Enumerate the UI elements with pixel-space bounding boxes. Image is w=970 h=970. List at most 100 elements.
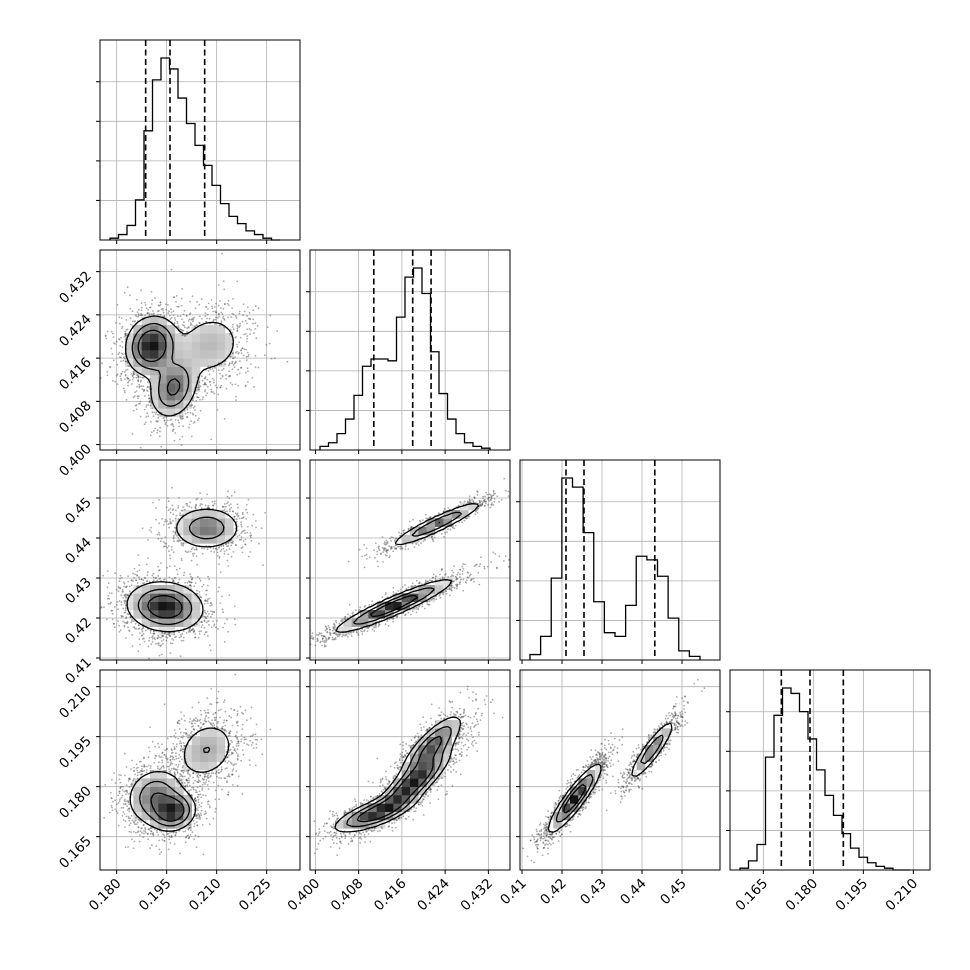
density-cell xyxy=(418,526,427,536)
density-cell xyxy=(141,325,151,334)
hist-panel-3 xyxy=(729,669,931,871)
density-cell xyxy=(150,770,159,779)
density-cell xyxy=(351,618,361,627)
density-cell xyxy=(141,786,151,796)
density-cell xyxy=(200,325,209,334)
density-cell xyxy=(653,736,662,746)
density-cell xyxy=(225,526,234,536)
density-cell xyxy=(183,510,192,519)
density-cell xyxy=(150,795,159,804)
contour-4-0 xyxy=(334,716,462,833)
density-cell xyxy=(141,601,151,611)
density-cell xyxy=(208,753,217,762)
density-cell xyxy=(351,811,361,821)
density-cell xyxy=(208,526,217,536)
hist-panel-2 xyxy=(519,459,721,661)
density-cell xyxy=(133,610,142,619)
density-cell xyxy=(158,400,167,409)
density-cell xyxy=(141,585,151,594)
density-cell xyxy=(183,610,192,619)
density-cell xyxy=(225,341,234,351)
ytick-label-1-2: 0.416 xyxy=(56,355,95,394)
density-cell xyxy=(426,753,436,762)
density-cell xyxy=(166,391,176,401)
density-cell xyxy=(141,593,151,602)
density-cell xyxy=(208,535,217,544)
contour-4-2 xyxy=(356,735,443,823)
density-cell xyxy=(150,375,159,384)
density-cell xyxy=(435,745,444,754)
density-cell xyxy=(166,408,176,417)
xtick-label-0-3: 0.225 xyxy=(236,876,275,915)
density-cell xyxy=(451,720,461,729)
density-cell xyxy=(158,601,167,611)
density-cell xyxy=(150,350,159,359)
scatter-panel-0-3 xyxy=(99,669,301,871)
density-cell xyxy=(393,786,402,796)
ytick-label-1-3: 0.424 xyxy=(56,311,95,350)
contour-1-0 xyxy=(126,508,238,633)
scatter-panel-0-2 xyxy=(99,459,301,661)
density-cell xyxy=(183,593,192,602)
density-cell xyxy=(418,593,427,602)
density-cell xyxy=(451,510,461,519)
density-cell xyxy=(225,518,234,527)
density-cell xyxy=(166,778,176,787)
density-cell xyxy=(133,778,142,787)
density-cell xyxy=(183,601,192,611)
density-cell xyxy=(150,391,159,401)
density-cell xyxy=(166,820,176,829)
density-cell xyxy=(393,803,402,812)
density-cell xyxy=(191,375,201,384)
ytick-label-3-2: 0.195 xyxy=(56,733,95,772)
density-cell xyxy=(376,601,386,611)
histogram-param-3 xyxy=(739,687,910,871)
density-cell xyxy=(133,593,142,602)
density-cell xyxy=(208,745,217,754)
density-cell xyxy=(401,761,411,771)
density-cell xyxy=(376,811,386,821)
density-cell xyxy=(150,333,159,342)
density-cell xyxy=(401,770,411,779)
density-cell xyxy=(150,803,159,812)
density-cell xyxy=(426,728,436,737)
density-cell xyxy=(401,535,411,544)
density-cell xyxy=(645,753,654,762)
density-cell xyxy=(175,375,184,384)
density-cell xyxy=(216,535,226,544)
density-cell xyxy=(410,585,419,594)
density-cell xyxy=(451,728,461,737)
density-cell xyxy=(191,366,201,376)
density-cell xyxy=(150,786,159,796)
density-cell xyxy=(125,593,134,602)
density-cell xyxy=(208,333,217,342)
density-cell xyxy=(166,585,176,594)
density-cell xyxy=(175,366,184,376)
density-cell xyxy=(141,366,151,376)
ytick-label-2-0: 0.41 xyxy=(62,655,95,688)
density-cell xyxy=(183,375,192,384)
density-cell xyxy=(216,753,226,762)
ytick-label-1-1: 0.408 xyxy=(56,398,95,437)
ytick-label-2-1: 0.42 xyxy=(62,615,95,648)
density-cell xyxy=(141,610,151,619)
density-cell xyxy=(200,518,209,527)
density-cell xyxy=(183,358,192,367)
density-cell xyxy=(553,820,562,829)
histogram-param-2 xyxy=(529,477,701,660)
xtick-label-2-1: 0.42 xyxy=(537,876,570,909)
density-cell xyxy=(175,803,184,812)
xtick-label-2-4: 0.45 xyxy=(657,876,690,909)
density-cell xyxy=(401,803,411,812)
density-cell xyxy=(418,745,427,754)
density-cell xyxy=(166,618,176,627)
density-cell xyxy=(133,325,142,334)
density-cell xyxy=(150,820,159,829)
density-cell xyxy=(150,366,159,376)
density-cell xyxy=(385,601,394,611)
density-cell xyxy=(443,510,452,519)
density-cell xyxy=(216,728,226,737)
contour-3-2 xyxy=(150,792,185,822)
density-cell xyxy=(158,610,167,619)
